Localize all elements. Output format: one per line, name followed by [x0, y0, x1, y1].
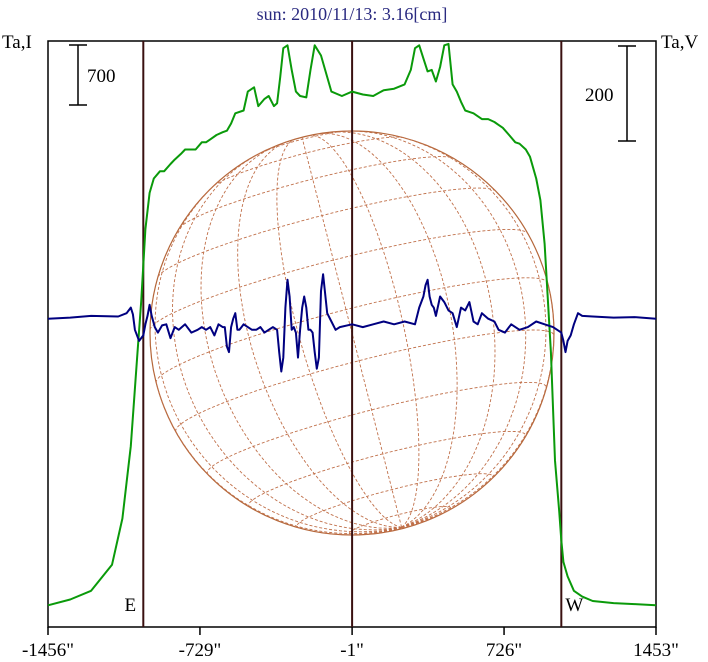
sun-longitude-line — [317, 133, 458, 528]
sun-longitude-line — [401, 521, 424, 528]
left-scale-bar-label: 700 — [87, 66, 116, 87]
sun-longitude-line — [237, 141, 402, 528]
x-axis-ticks: -1456" -729" -1" 726" 1453" — [22, 627, 679, 661]
right-axis-label: Ta,V — [661, 32, 698, 53]
sun-longitude-line — [310, 135, 420, 528]
right-scale-bar-label: 200 — [585, 85, 614, 106]
right-scale-bar: 200 — [585, 45, 636, 142]
left-scale-bar: 700 — [69, 44, 116, 106]
sun-latitude-line — [175, 329, 555, 432]
sun-longitude-line — [347, 130, 527, 528]
series-line-v — [47, 273, 657, 373]
x-tick-label: -1456" — [22, 640, 74, 661]
x-tick-label: -729" — [179, 640, 222, 661]
limb-marker-label: W — [565, 595, 583, 616]
series-layer — [47, 42, 657, 607]
left-axis-label: Ta,I — [2, 32, 32, 53]
limb-marker-label: E — [125, 595, 137, 616]
sun-latitude-line — [149, 228, 528, 330]
sun-latitude-line — [157, 187, 496, 278]
sun-longitude-line — [331, 131, 496, 528]
chart-title: sun: 2010/11/13: 3.16[cm] — [257, 4, 448, 24]
x-tick-label: 1453" — [633, 640, 679, 661]
sun-longitude-line — [154, 178, 402, 533]
sun-disk-graphic — [149, 130, 555, 536]
x-tick-label: 726" — [486, 640, 522, 661]
sun-longitude-line — [401, 282, 555, 528]
sun-longitude-line — [392, 134, 547, 528]
sun-latitude-line — [179, 156, 454, 229]
sun-latitude-line — [248, 430, 526, 508]
x-tick-label: -1" — [340, 640, 364, 661]
sun-longitude-line — [200, 146, 402, 529]
sun-latitude-line — [296, 473, 494, 529]
series-line-i — [47, 42, 657, 607]
sun-latitude-line — [213, 136, 403, 187]
sun-longitude-line — [155, 382, 402, 535]
sun-longitude-line — [301, 137, 403, 528]
sun-longitude-line — [172, 153, 402, 531]
sun-latitude-line — [206, 381, 547, 475]
sun-longitude-line — [321, 526, 402, 536]
sun-longitude-line — [401, 492, 476, 528]
sun-longitude-line — [276, 139, 402, 528]
